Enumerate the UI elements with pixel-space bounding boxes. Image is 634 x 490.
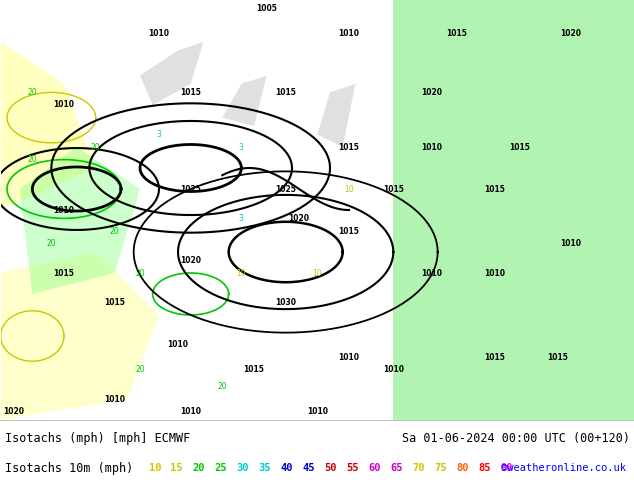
Text: 65: 65	[391, 463, 403, 473]
Text: 1010: 1010	[339, 29, 359, 38]
Text: 50: 50	[325, 463, 337, 473]
Text: 45: 45	[302, 463, 315, 473]
Text: 1010: 1010	[180, 407, 201, 416]
Text: 1015: 1015	[383, 185, 404, 194]
Text: 75: 75	[434, 463, 447, 473]
Text: 1015: 1015	[104, 298, 125, 307]
Text: 10: 10	[344, 185, 354, 194]
Text: 10: 10	[148, 463, 161, 473]
Text: 1005: 1005	[256, 4, 277, 13]
Text: 30: 30	[236, 463, 249, 473]
Text: 1010: 1010	[383, 365, 404, 374]
Text: 20: 20	[27, 155, 37, 164]
Text: 3: 3	[239, 143, 244, 151]
Text: 80: 80	[456, 463, 469, 473]
Text: 3: 3	[239, 214, 244, 223]
Text: 10: 10	[236, 269, 246, 277]
Text: 20: 20	[91, 143, 100, 151]
Text: 1020: 1020	[288, 214, 309, 223]
Text: 1015: 1015	[339, 143, 359, 151]
Text: 60: 60	[368, 463, 381, 473]
Polygon shape	[318, 84, 355, 147]
Text: 1015: 1015	[484, 185, 505, 194]
Text: 20: 20	[46, 239, 56, 248]
Text: 1010: 1010	[53, 205, 75, 215]
Text: 1015: 1015	[53, 269, 74, 277]
Polygon shape	[1, 42, 96, 210]
Text: 10: 10	[313, 269, 322, 277]
Text: 1010: 1010	[104, 394, 125, 403]
Polygon shape	[20, 147, 140, 294]
Text: 90: 90	[500, 463, 513, 473]
Text: 1015: 1015	[548, 352, 569, 362]
Text: 1010: 1010	[421, 143, 442, 151]
Text: ©weatheronline.co.uk: ©weatheronline.co.uk	[501, 463, 626, 473]
Text: 1010: 1010	[560, 239, 581, 248]
Text: 1020: 1020	[180, 256, 201, 265]
Polygon shape	[223, 75, 267, 126]
Text: Isotachs (mph) [mph] ECMWF: Isotachs (mph) [mph] ECMWF	[4, 432, 190, 444]
Text: 1010: 1010	[421, 269, 442, 277]
Text: 1010: 1010	[339, 352, 359, 362]
Text: 55: 55	[346, 463, 359, 473]
Text: 1015: 1015	[180, 88, 201, 97]
Polygon shape	[393, 0, 634, 420]
Text: 1025: 1025	[275, 185, 296, 194]
Text: 20: 20	[27, 88, 37, 97]
Text: 20: 20	[193, 463, 205, 473]
Text: 1020: 1020	[421, 88, 442, 97]
Text: 1010: 1010	[167, 340, 188, 349]
Text: 1015: 1015	[275, 88, 296, 97]
Text: 20: 20	[217, 382, 227, 391]
Text: 1020: 1020	[560, 29, 581, 38]
Polygon shape	[1, 252, 159, 420]
Text: Sa 01-06-2024 00:00 UTC (00+120): Sa 01-06-2024 00:00 UTC (00+120)	[402, 432, 630, 444]
Text: 1030: 1030	[275, 298, 296, 307]
Text: 70: 70	[412, 463, 425, 473]
Text: 35: 35	[259, 463, 271, 473]
Text: 20: 20	[135, 269, 145, 277]
Text: 40: 40	[280, 463, 293, 473]
Text: 1025: 1025	[180, 185, 201, 194]
Text: 3: 3	[157, 130, 162, 139]
Text: Isotachs 10m (mph): Isotachs 10m (mph)	[4, 462, 133, 474]
Text: 1015: 1015	[510, 143, 531, 151]
Polygon shape	[140, 42, 204, 105]
Text: 20: 20	[135, 365, 145, 374]
Text: 1020: 1020	[3, 407, 24, 416]
Text: 1015: 1015	[484, 352, 505, 362]
Text: 25: 25	[214, 463, 227, 473]
Text: 1015: 1015	[243, 365, 264, 374]
Text: 1015: 1015	[446, 29, 467, 38]
Text: 1010: 1010	[148, 29, 169, 38]
Text: 1010: 1010	[53, 100, 75, 109]
Text: 15: 15	[171, 463, 183, 473]
Text: 1015: 1015	[339, 226, 359, 236]
Text: 20: 20	[110, 226, 119, 236]
Text: 85: 85	[478, 463, 491, 473]
Text: 1010: 1010	[484, 269, 505, 277]
Text: 1010: 1010	[307, 407, 328, 416]
